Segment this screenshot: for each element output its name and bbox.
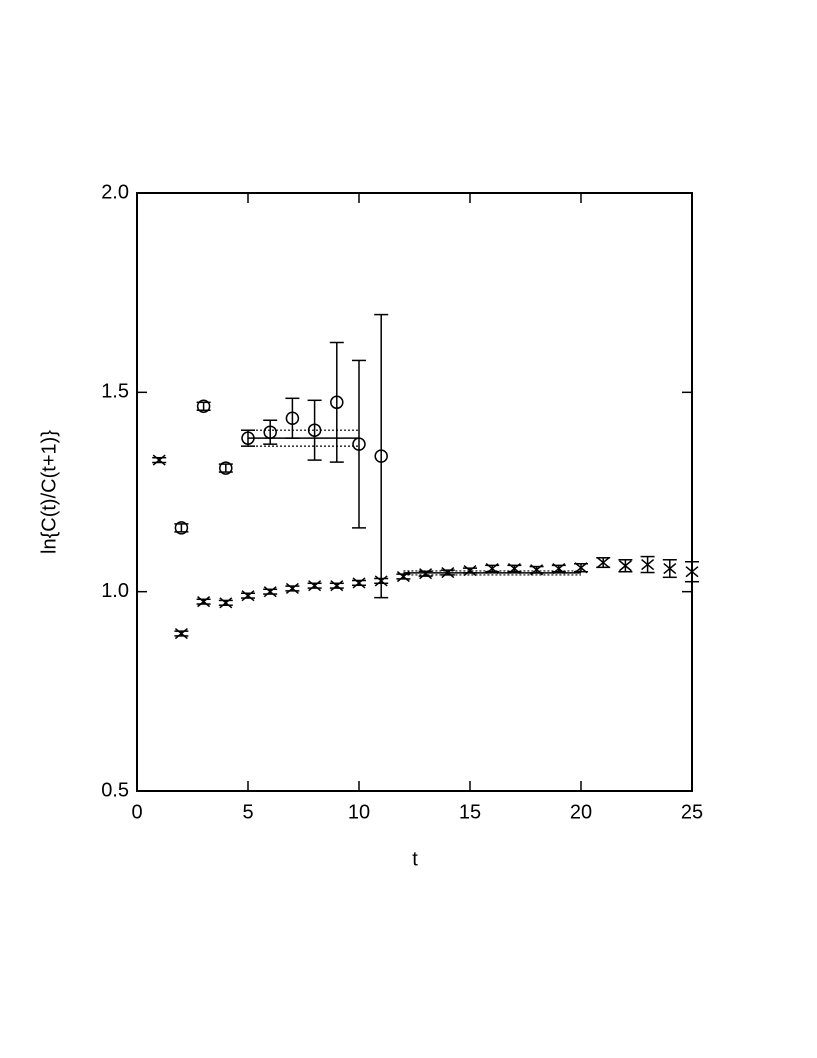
point [174, 627, 188, 640]
point [485, 562, 499, 575]
point [219, 461, 233, 475]
x-tick-label: 15 [459, 801, 481, 823]
point [174, 521, 189, 535]
point [641, 558, 655, 571]
y-tick-label: 0.5 [101, 779, 129, 801]
point [330, 580, 344, 592]
point [352, 577, 366, 589]
point [396, 570, 410, 583]
x-tick-label: 5 [242, 801, 253, 823]
point [507, 562, 521, 575]
y-tick-label: 1.0 [101, 580, 129, 602]
point [197, 596, 211, 608]
point [574, 562, 588, 574]
point [618, 560, 632, 572]
point [196, 399, 211, 414]
point [530, 564, 544, 576]
y-tick-label: 2.0 [101, 181, 129, 203]
point [307, 423, 322, 437]
x-tick-label: 10 [348, 801, 370, 823]
point [374, 575, 388, 587]
point [374, 449, 388, 463]
x-tick-label: 25 [681, 801, 703, 823]
point [463, 564, 477, 577]
point [241, 431, 255, 445]
point [285, 411, 300, 425]
point [552, 562, 566, 575]
point [441, 566, 455, 579]
x-tick-label: 0 [131, 801, 142, 823]
x-tick-label: 20 [570, 801, 592, 823]
point [241, 590, 255, 602]
y-axis-label: ln{C(t)/C(t+1)} [38, 430, 60, 554]
point [308, 580, 322, 592]
y-tick-label: 1.5 [101, 381, 129, 403]
plot-frame [136, 192, 693, 792]
point [352, 437, 366, 451]
x-axis-label: t [412, 848, 418, 870]
point [663, 562, 677, 575]
point [419, 568, 433, 580]
point [263, 586, 277, 598]
point [285, 582, 299, 595]
point [263, 425, 277, 439]
point [596, 556, 610, 569]
point [330, 395, 344, 410]
point [152, 454, 166, 466]
point [685, 566, 699, 578]
point [219, 597, 233, 609]
